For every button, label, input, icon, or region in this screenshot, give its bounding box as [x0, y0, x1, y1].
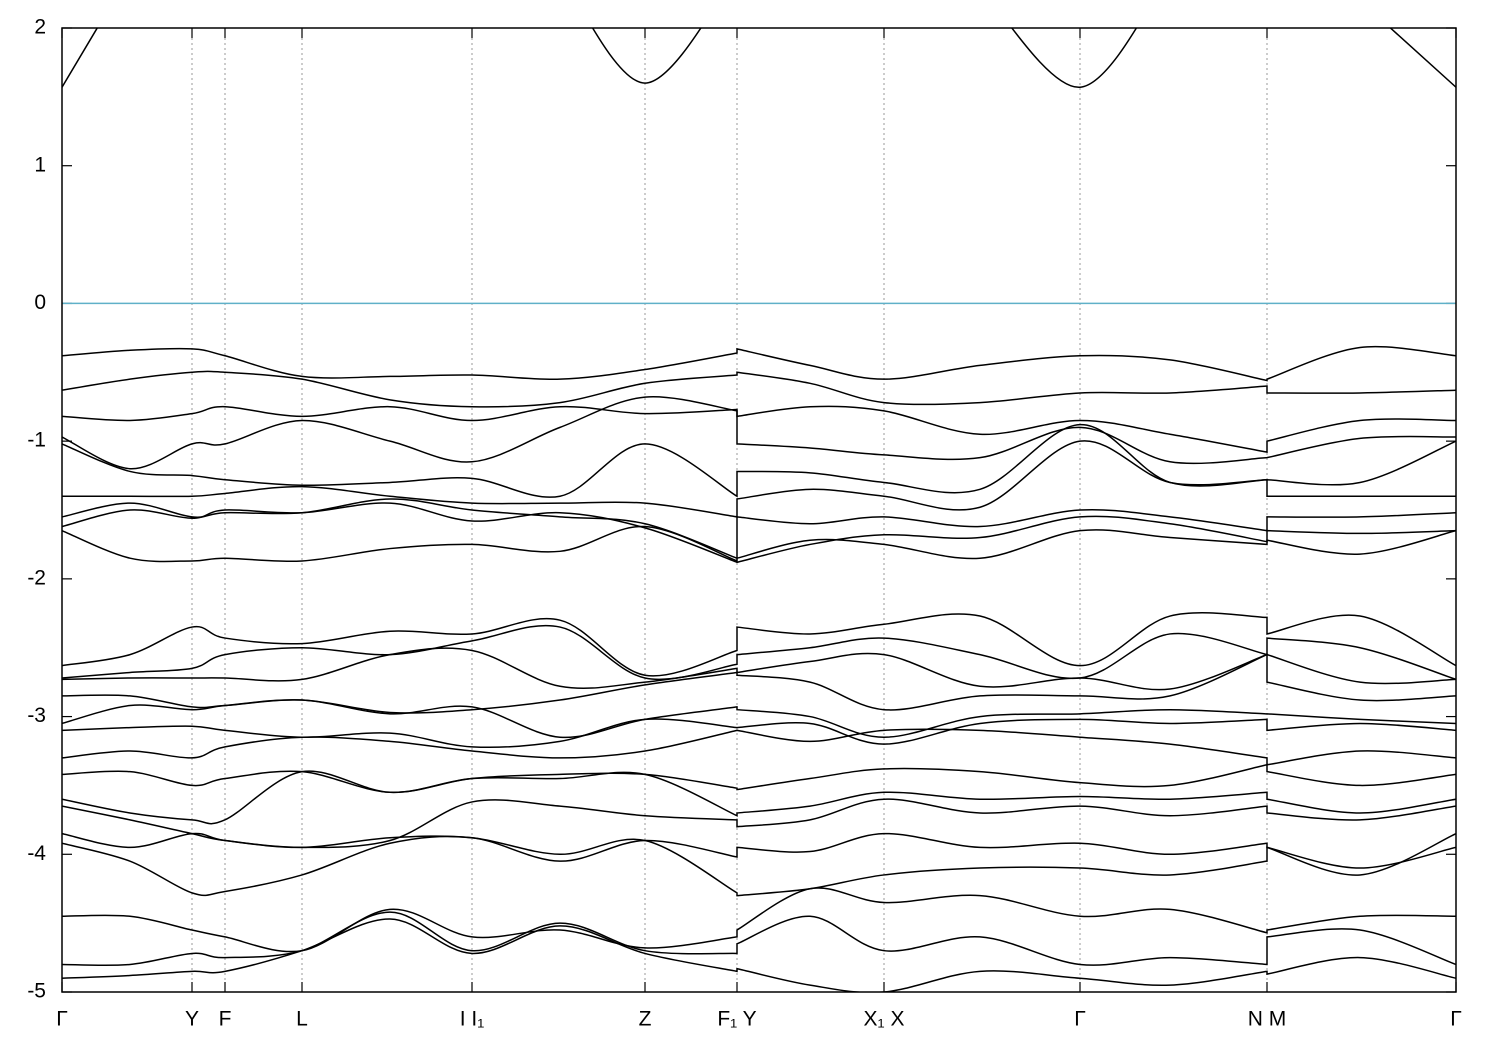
- x-tick-label: Y: [185, 1008, 199, 1031]
- band-line: [62, 624, 1456, 681]
- band-line: [62, 612, 1456, 677]
- y-tick-label: -4: [27, 842, 46, 865]
- y-tick-label: 2: [34, 16, 46, 39]
- band-line: [62, 911, 1456, 967]
- band-line: [62, 395, 1456, 470]
- x-tick-label: Γ: [56, 1008, 68, 1031]
- band-line: [62, 728, 1456, 766]
- grid: [61, 27, 1457, 993]
- band-line: [62, 770, 1456, 825]
- band-line: [62, 502, 1456, 564]
- y-tick-label: -5: [27, 980, 46, 1003]
- x-tick-label: I I₁: [460, 1008, 485, 1031]
- plot-frame: [61, 27, 1457, 993]
- band-line: [62, 798, 1456, 849]
- x-tick-label: N M: [1248, 1008, 1287, 1031]
- x-tick-label: F: [219, 1008, 232, 1031]
- band-line: [62, 647, 1456, 691]
- band-line: [62, 440, 1456, 518]
- band-line: [62, 525, 1456, 563]
- y-tick-label: -2: [27, 566, 46, 589]
- band-line: [62, 832, 1456, 897]
- band-line: [62, 699, 1456, 739]
- x-tick-label: X₁ X: [864, 1008, 905, 1031]
- labels: 2 1 0 -1 -2 -3 -4 -5 Γ Y F L I I₁ Z F₁ Y X₁ X Γ N M Γ: [27, 16, 1461, 1031]
- band-line: [62, 918, 1456, 992]
- y-tick-label: -1: [27, 429, 46, 452]
- x-tick-label: Γ: [1074, 1008, 1086, 1031]
- x-tick-label: L: [296, 1008, 308, 1031]
- y-tick-label: 0: [34, 291, 46, 314]
- band-line: [62, 763, 1456, 794]
- x-tick-label: F₁ Y: [717, 1008, 756, 1031]
- y-tick-label: -3: [27, 704, 46, 727]
- band-line: [62, 887, 1456, 953]
- band-line: [62, 832, 1456, 897]
- x-tick-label: Z: [639, 1008, 652, 1031]
- band-line: [62, 718, 1456, 749]
- bands: [62, 28, 1456, 992]
- y-tick-label: 1: [34, 153, 46, 176]
- x-tick-label: Γ: [1450, 1008, 1462, 1031]
- band-line: [62, 498, 1456, 560]
- band-line: [62, 28, 1456, 88]
- band-line: [62, 423, 1456, 498]
- band-line: [62, 370, 1456, 408]
- band-line: [62, 345, 1456, 382]
